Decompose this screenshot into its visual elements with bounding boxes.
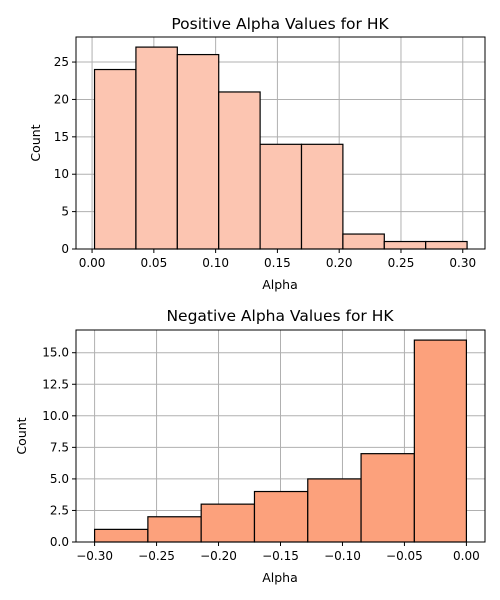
x-tick-label: −0.10: [324, 549, 361, 563]
histogram-bar: [259, 143, 303, 250]
y-tick-label: 10.0: [42, 409, 69, 423]
histogram-bar: [147, 516, 202, 543]
histogram-bar: [342, 233, 385, 250]
histogram-bar: [218, 91, 261, 250]
y-tick-label: 25: [54, 55, 69, 69]
x-axis-label: Alpha: [262, 277, 298, 292]
y-axis-label: Count: [14, 417, 29, 454]
y-tick-label: 0: [61, 242, 69, 256]
y-axis-label: Count: [28, 124, 43, 161]
y-tick-label: 15.0: [42, 346, 69, 360]
chart-title: Positive Alpha Values for HK: [171, 15, 389, 33]
x-tick-label: 0.05: [140, 256, 167, 270]
histogram-bar: [93, 528, 149, 543]
histogram-bar: [176, 53, 220, 250]
x-tick-label: −0.20: [200, 549, 237, 563]
y-tick-label: 10: [54, 167, 69, 181]
plot-frame: [75, 36, 486, 250]
chart-title: Negative Alpha Values for HK: [166, 307, 394, 325]
histogram-bar: [307, 478, 362, 543]
y-tick-label: 2.5: [50, 503, 69, 517]
x-tick-label: −0.25: [138, 549, 175, 563]
x-tick-label: 0.00: [453, 549, 480, 563]
histogram-bar: [200, 503, 256, 543]
histogram-bar: [425, 240, 468, 250]
histogram-positive-alpha: Positive Alpha Values for HK Alpha Count…: [28, 15, 486, 292]
histogram-bar: [93, 68, 137, 250]
x-tick-label: −0.15: [262, 549, 299, 563]
x-tick-label: −0.30: [76, 549, 113, 563]
x-tick-label: 0.00: [79, 256, 106, 270]
y-tick-label: 7.5: [50, 440, 69, 454]
y-tick-label: 5.0: [50, 472, 69, 486]
x-tick-label: 0.20: [326, 256, 353, 270]
x-axis-label: Alpha: [262, 570, 298, 585]
histogram-bar: [360, 453, 415, 543]
y-tick-label: 12.5: [42, 377, 69, 391]
x-tick-label: 0.25: [388, 256, 415, 270]
y-tick-label: 5: [61, 205, 69, 219]
x-tick-label: 0.10: [202, 256, 229, 270]
histogram-bar: [383, 240, 427, 250]
histogram-bar: [253, 490, 309, 543]
x-tick-label: 0.30: [449, 256, 476, 270]
y-tick-label: 15: [54, 130, 69, 144]
histogram-bar: [300, 143, 344, 250]
y-tick-label: 20: [54, 92, 69, 106]
histogram-bar: [135, 46, 178, 250]
x-tick-label: −0.05: [386, 549, 423, 563]
bars: [93, 46, 468, 250]
y-tick-label: 0.0: [50, 535, 69, 549]
bars: [93, 339, 468, 543]
histogram-negative-alpha: Negative Alpha Values for HK Alpha Count…: [14, 307, 486, 585]
histogram-bar: [413, 339, 468, 543]
x-tick-label: 0.15: [264, 256, 291, 270]
